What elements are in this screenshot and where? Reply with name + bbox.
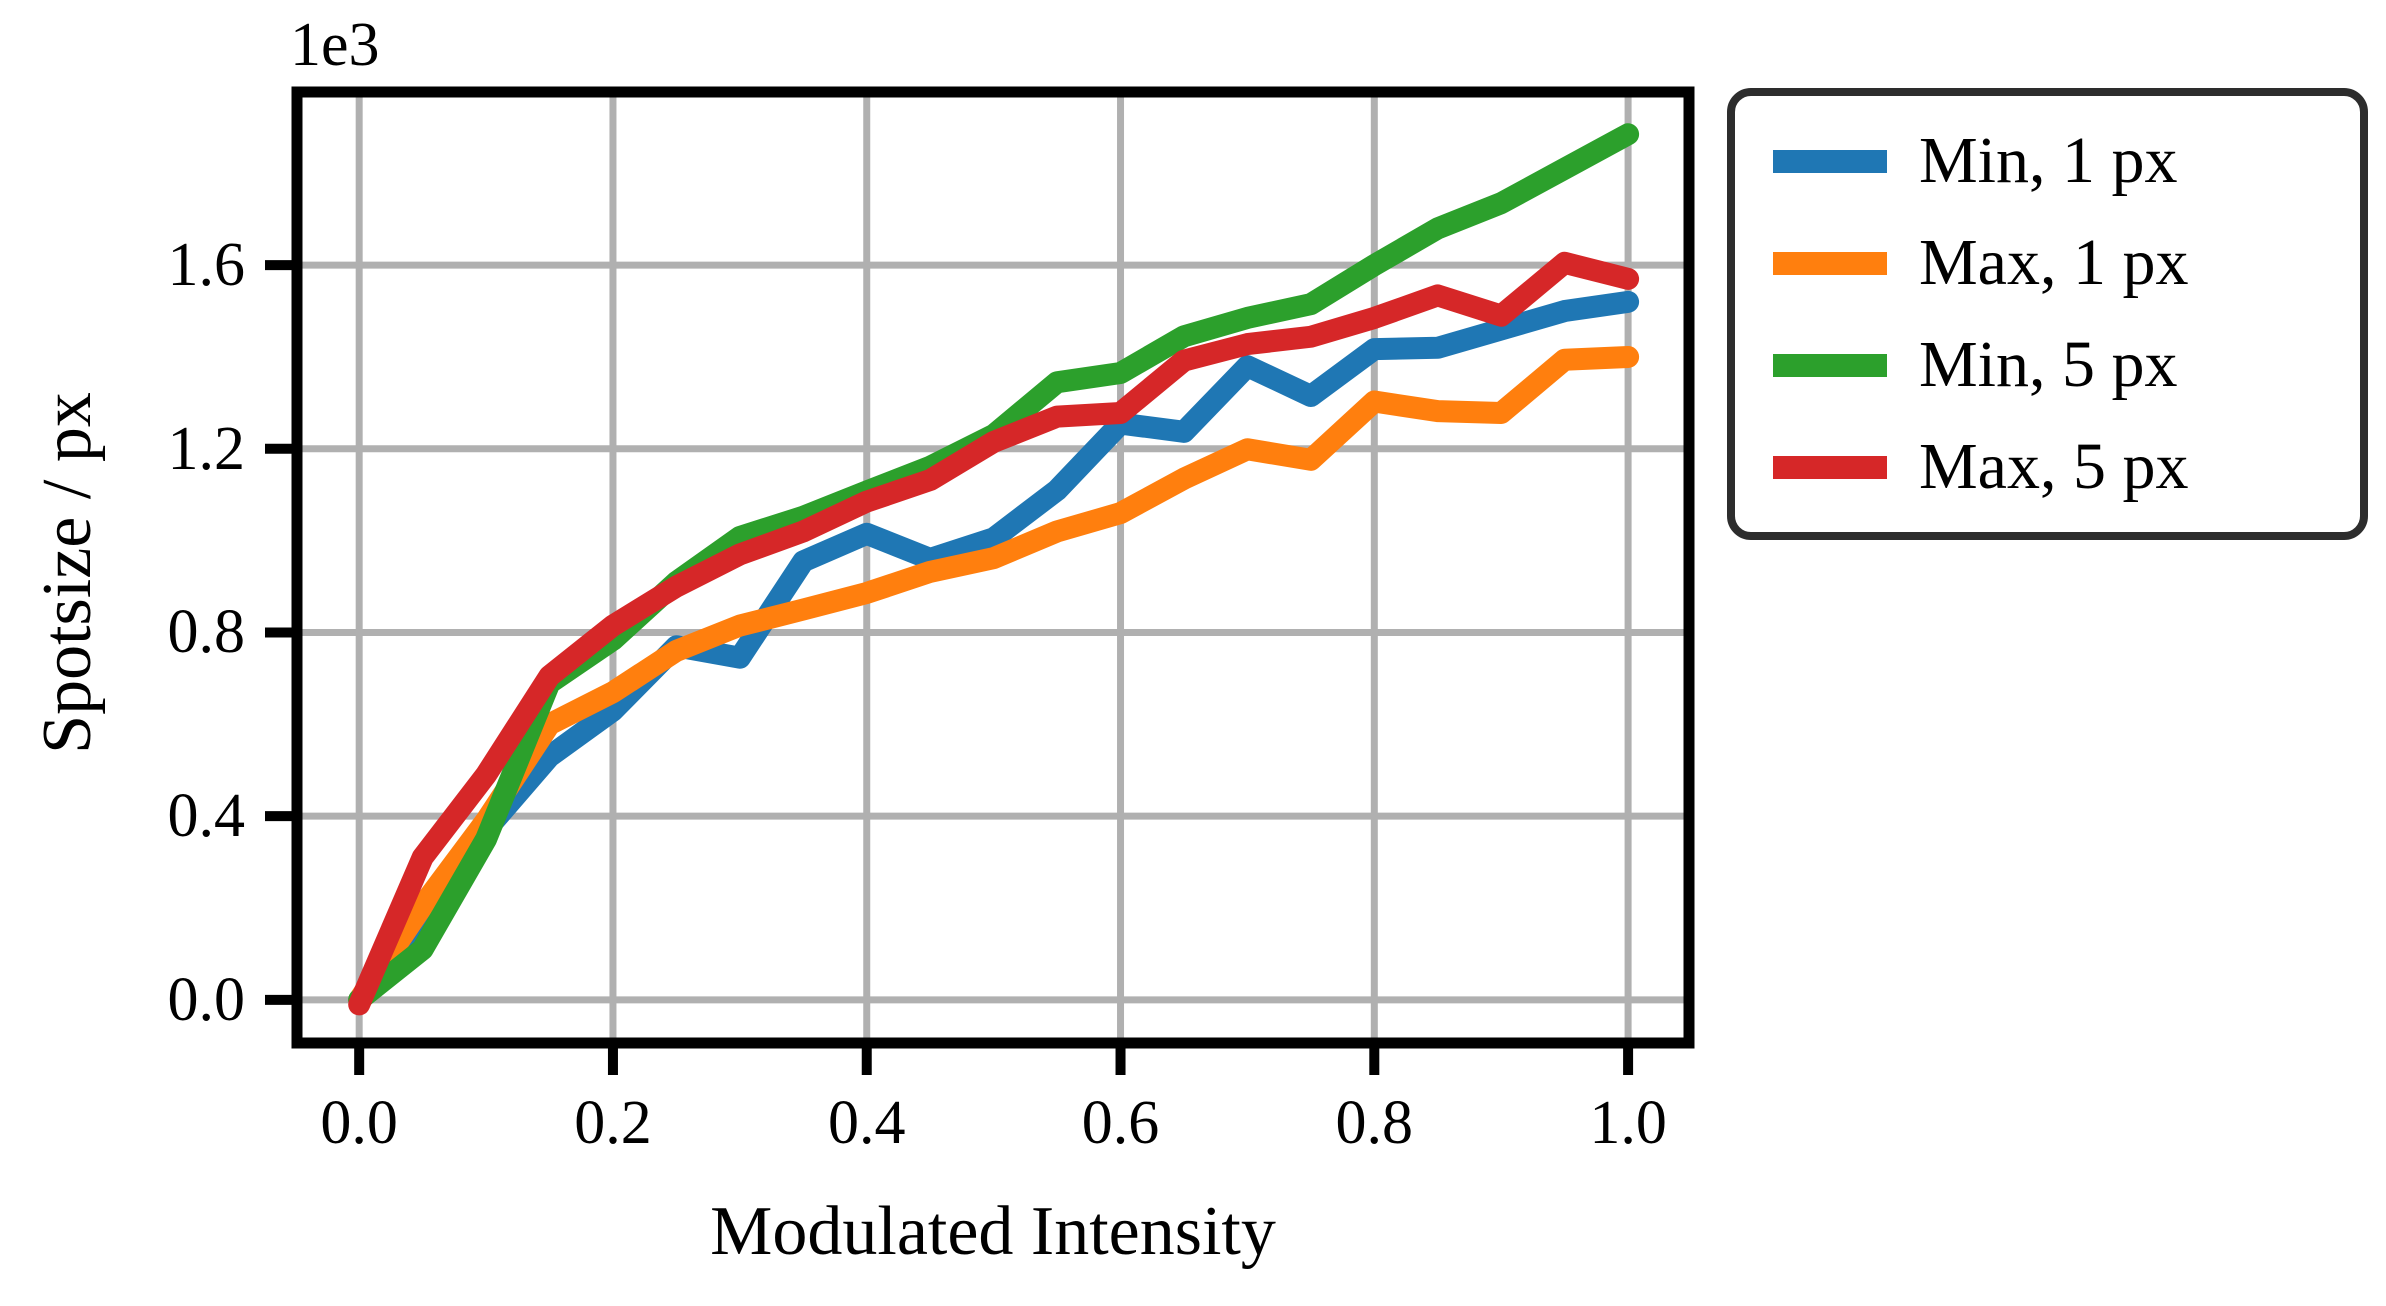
legend-line-swatch xyxy=(1773,455,1887,479)
legend-item: Min, 5 px xyxy=(1735,332,2360,398)
legend-item: Min, 1 px xyxy=(1735,128,2360,194)
y-tick-label: 1.6 xyxy=(167,231,246,300)
y-tick-label: 0.0 xyxy=(167,965,246,1034)
legend-label: Min, 5 px xyxy=(1919,328,2178,401)
y-axis-label: Spotsize / px xyxy=(29,392,106,754)
axes-spines xyxy=(291,86,1695,1049)
gridlines xyxy=(297,92,1689,1043)
legend-item: Max, 5 px xyxy=(1735,434,2360,500)
tick-marks xyxy=(265,260,1634,1075)
series-line-4 xyxy=(348,251,1640,1016)
y-tick-label: 0.8 xyxy=(167,598,246,667)
legend-label: Max, 5 px xyxy=(1919,430,2189,503)
legend-label: Min, 1 px xyxy=(1919,124,2178,197)
x-tick-label: 0.4 xyxy=(827,1089,906,1157)
legend-item: Max, 1 px xyxy=(1735,230,2360,296)
legend-line-swatch xyxy=(1773,149,1887,173)
plot-border xyxy=(291,86,1695,1049)
y-axis-offset-text: 1e3 xyxy=(290,11,380,79)
x-tick-label: 0.0 xyxy=(320,1089,398,1157)
x-tick-label: 1.0 xyxy=(1589,1089,1667,1157)
series-line-2 xyxy=(348,345,1640,1011)
x-tick-label: 0.8 xyxy=(1335,1089,1414,1157)
series-lines xyxy=(348,123,1640,1016)
legend-line-swatch xyxy=(1773,251,1887,275)
y-tick-label: 1.2 xyxy=(167,414,246,483)
x-tick-label: 0.2 xyxy=(574,1089,652,1157)
legend-box: Min, 1 px Max, 1 px Min, 5 px Max, 5 px xyxy=(1727,88,2368,540)
x-axis-label: Modulated Intensity xyxy=(710,1193,1276,1270)
y-tick-label: 0.4 xyxy=(167,782,246,851)
series-line-1 xyxy=(348,290,1640,1011)
legend-line-swatch xyxy=(1773,353,1887,377)
legend-label: Max, 1 px xyxy=(1919,226,2189,299)
x-tick-label: 0.6 xyxy=(1081,1089,1160,1157)
